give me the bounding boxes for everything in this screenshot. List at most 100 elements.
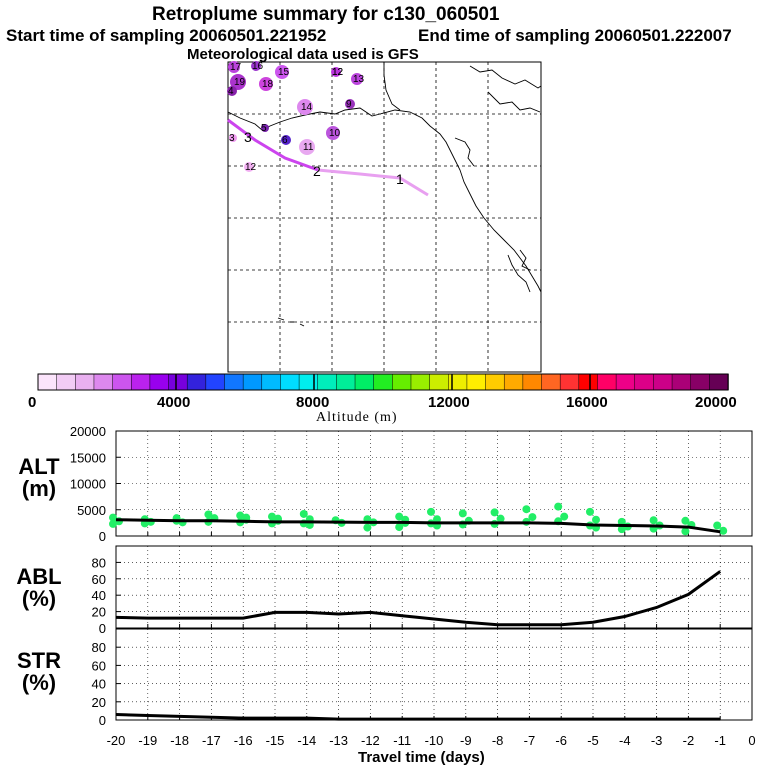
coastline: [227, 62, 542, 327]
colorbar-swatch: [578, 373, 599, 391]
x-tick-label: -8: [492, 733, 504, 748]
colorbar-swatch: [634, 373, 655, 391]
colorbar-swatch: [392, 373, 412, 391]
y-tick-label: 20000: [70, 424, 106, 439]
y-tick-label: 10000: [70, 477, 106, 492]
colorbar-swatch: [597, 373, 617, 391]
alt-scatter-point: [268, 512, 276, 521]
x-tick-label: -12: [361, 733, 380, 748]
alt-scatter-point: [395, 512, 404, 521]
y-tick-label: 20: [92, 605, 106, 620]
x-tick-label: 0: [748, 733, 755, 748]
str-line: [115, 713, 721, 721]
colorbar-swatch: [224, 373, 244, 391]
colorbar-swatch: [130, 373, 151, 391]
abl-label-line2: (%): [21, 586, 57, 611]
alt-scatter-point: [617, 517, 626, 526]
colorbar-swatch: [373, 373, 394, 391]
str-label-line1: STR: [17, 648, 61, 673]
alt-scatter-point: [109, 519, 117, 528]
alt-scatter-point: [681, 516, 690, 525]
x-tick-label: -4: [619, 733, 631, 748]
abl-panel-label: ABL (%): [14, 566, 64, 610]
x-axis-title: Travel time (days): [358, 749, 485, 766]
x-tick-label: -20: [107, 733, 126, 748]
x-tick-label: -14: [297, 733, 316, 748]
alt-scatter-point: [433, 515, 441, 524]
alt-scatter-point: [299, 509, 308, 518]
plume-point-label: 12: [332, 67, 344, 78]
alt-scatter-point: [395, 523, 404, 532]
colorbar-swatch: [541, 373, 561, 391]
plume-point: [331, 67, 341, 77]
alt-scatter-point: [592, 515, 600, 524]
plume-point-label: 10: [329, 128, 341, 139]
trajectory-label-1: 1: [396, 171, 404, 187]
colorbar-tick-20000: 20000: [695, 394, 737, 411]
colorbar-swatch: [75, 373, 95, 391]
colorbar-swatch: [186, 373, 207, 391]
colorbar-swatch: [56, 373, 77, 391]
x-tick-label: -10: [425, 733, 444, 748]
colorbar-swatch: [168, 373, 188, 391]
alt-scatter-point: [204, 510, 213, 519]
alt-median-line: [115, 518, 721, 534]
plume-point-label: 12: [245, 162, 257, 173]
plume-point: [297, 99, 313, 115]
x-tick-label: -5: [587, 733, 599, 748]
plume-point: [351, 73, 363, 85]
plume-point-label: 15: [278, 67, 290, 78]
plume-point-label: 5: [261, 123, 267, 134]
trajectory-label-2: 2: [313, 163, 321, 179]
y-tick-label: 40: [92, 588, 106, 603]
colorbar-swatch: [466, 373, 487, 391]
map-grid: [228, 62, 541, 372]
colorbar-swatch: [317, 373, 338, 391]
plume-point-label: 13: [353, 74, 365, 85]
x-tick-label: -2: [683, 733, 695, 748]
colorbar-swatch: [709, 373, 729, 391]
y-tick-label: 15000: [70, 450, 106, 465]
alt-scatter-point: [713, 521, 722, 530]
alt-scatter-point: [719, 526, 728, 535]
plume-point-label: 3: [229, 133, 235, 144]
alt-scatter-point: [560, 512, 569, 521]
alt-scatter-point: [490, 508, 499, 517]
y-tick-label: 60: [92, 572, 106, 587]
abl-line: [115, 570, 722, 627]
page-title: Retroplume summary for c130_060501: [152, 4, 500, 25]
alt-scatter-point: [363, 523, 372, 532]
y-tick-label: 0: [99, 713, 106, 728]
abl-label-line1: ABL: [16, 564, 62, 589]
colorbar-swatch: [522, 373, 543, 391]
x-tick-label: -1: [714, 733, 726, 748]
alt-scatter-point: [496, 514, 505, 523]
colorbar-swatch: [93, 373, 114, 391]
colorbar-swatch: [298, 373, 319, 391]
colorbar-swatch: [690, 373, 711, 391]
colorbar-swatch: [671, 373, 692, 391]
alt-scatter-point: [586, 507, 594, 516]
met-data-label: Meteorological data used is GFS: [187, 46, 419, 63]
altitude-colorbar: [37, 373, 729, 391]
y-tick-label: 40: [92, 677, 106, 692]
colorbar-tick-0: 0: [28, 394, 37, 411]
plume-point: [259, 77, 273, 91]
plume-point: [227, 86, 237, 96]
trajectory-line-dark: [227, 118, 319, 172]
plume-point: [281, 135, 291, 145]
plume-point-label: 6: [282, 135, 288, 146]
plume-point-label: 12: [332, 67, 344, 78]
x-tick-label: -6: [555, 733, 567, 748]
plume-point-label: 14: [301, 102, 313, 113]
chart-frame-str: [115, 628, 753, 721]
plume-point: [229, 134, 237, 142]
plume-point-label: 4: [228, 86, 234, 97]
colorbar-swatch: [653, 373, 673, 391]
y-tick-label: 80: [92, 640, 106, 655]
alt-label-line1: ALT: [18, 454, 60, 479]
alt-panel-label: ALT (m): [14, 456, 64, 500]
